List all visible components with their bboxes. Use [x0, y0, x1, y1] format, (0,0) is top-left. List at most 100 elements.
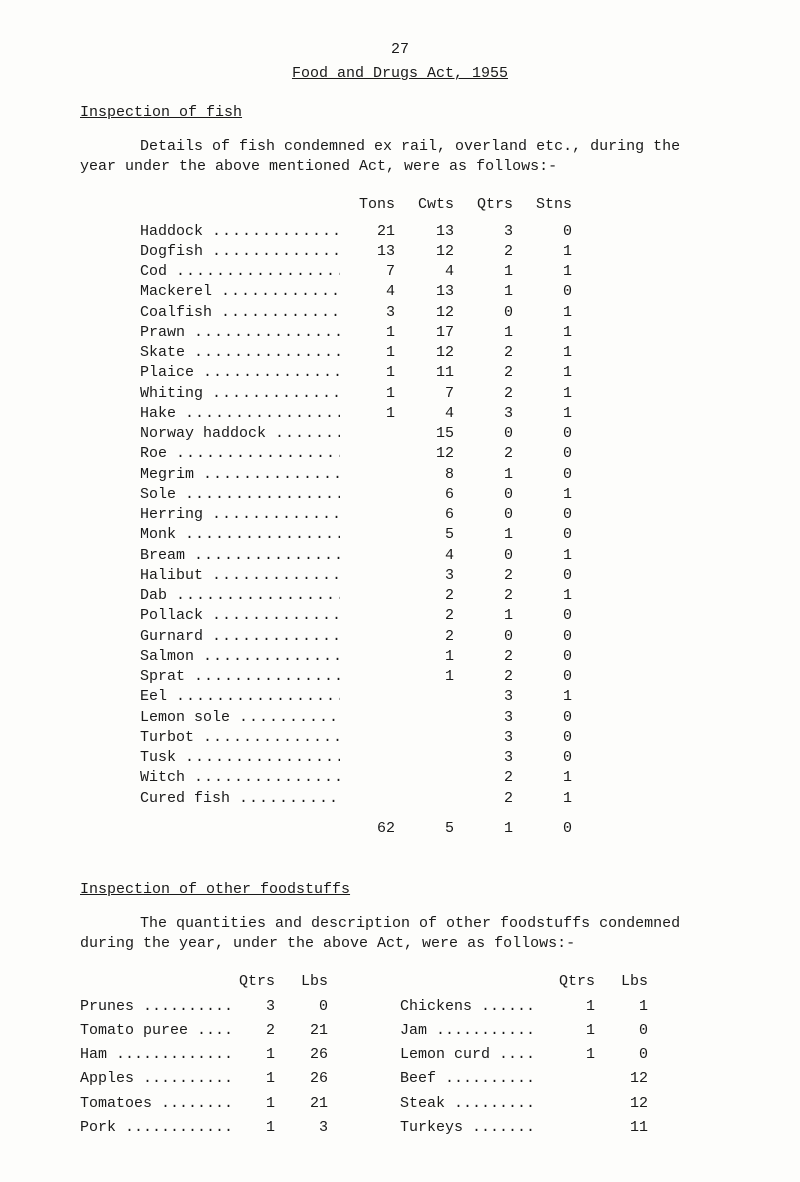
fish-stns: 0 — [517, 222, 576, 242]
other-right-lbs: 0 — [603, 1045, 656, 1065]
other-left-lbs: 0 — [283, 997, 336, 1017]
fish-tons: 3 — [340, 303, 399, 323]
fish-qtrs: 2 — [458, 566, 517, 586]
fish-qtrs: 3 — [458, 708, 517, 728]
fish-stns: 1 — [517, 242, 576, 262]
fish-cwts: 8 — [399, 465, 458, 485]
fish-qtrs: 3 — [458, 728, 517, 748]
fish-label: Salmon ................ — [140, 647, 340, 667]
fish-qtrs: 0 — [458, 627, 517, 647]
other-right-lbs: 12 — [603, 1069, 656, 1089]
other-row: Apples ..........126Beef ..........12 — [80, 1069, 720, 1089]
fish-qtrs: 2 — [458, 444, 517, 464]
fish-label: Tusk .................. — [140, 748, 340, 768]
fish-label: Prawn ................. — [140, 323, 340, 343]
fish-label: Dogfish ............... — [140, 242, 340, 262]
fish-label: Turbot ................ — [140, 728, 340, 748]
fish-tons: 21 — [340, 222, 399, 242]
other-right-qtrs: 1 — [550, 1045, 603, 1065]
fish-cwts: 12 — [399, 444, 458, 464]
fish-stns: 0 — [517, 647, 576, 667]
section1-paragraph: Details of fish condemned ex rail, overl… — [80, 137, 720, 178]
fish-cwts: 1 — [399, 667, 458, 687]
fish-qtrs: 2 — [458, 363, 517, 383]
fish-row: Cured fish ............21 — [140, 789, 720, 809]
fish-label: Halibut ............... — [140, 566, 340, 586]
fish-cwts: 6 — [399, 505, 458, 525]
fish-label: Whiting ............... — [140, 384, 340, 404]
fish-tons: 1 — [340, 343, 399, 363]
fish-qtrs: 1 — [458, 525, 517, 545]
section-heading-other: Inspection of other foodstuffs — [80, 880, 720, 900]
fish-qtrs: 2 — [458, 384, 517, 404]
fish-stns: 1 — [517, 303, 576, 323]
other-right-qtrs: 1 — [550, 1021, 603, 1041]
other-right-label: Beef .......... — [400, 1069, 550, 1089]
fish-label: Eel ................... — [140, 687, 340, 707]
other-left-lbs: 26 — [283, 1045, 336, 1065]
fish-cwts: 5 — [399, 525, 458, 545]
section-heading-fish: Inspection of fish — [80, 103, 720, 123]
fish-label: Plaice ................ — [140, 363, 340, 383]
fish-row: Dogfish ...............131221 — [140, 242, 720, 262]
fish-cwts: 2 — [399, 606, 458, 626]
fish-stns: 0 — [517, 728, 576, 748]
other-left-label: Apples .......... — [80, 1069, 230, 1089]
other-left-label: Pork ............ — [80, 1118, 230, 1138]
fish-row: Bream .................401 — [140, 546, 720, 566]
other-left-lbs: 21 — [283, 1021, 336, 1041]
fish-label: Cod ................... — [140, 262, 340, 282]
fish-stns: 1 — [517, 363, 576, 383]
other-left-label: Tomato puree .... — [80, 1021, 230, 1041]
fish-label: Skate ................. — [140, 343, 340, 363]
fish-qtrs: 2 — [458, 789, 517, 809]
act-title: Food and Drugs Act, 1955 — [80, 64, 720, 84]
fish-cwts: 15 — [399, 424, 458, 444]
fish-qtrs: 3 — [458, 687, 517, 707]
other-right-qtrs: 1 — [550, 997, 603, 1017]
fish-table: Tons Cwts Qtrs Stns Haddock ............… — [140, 195, 720, 839]
fish-qtrs: 1 — [458, 282, 517, 302]
fish-label: Herring ............... — [140, 505, 340, 525]
fish-row: Sprat .................120 — [140, 667, 720, 687]
other-right-lbs: 0 — [603, 1021, 656, 1041]
other-left-qtrs: 1 — [230, 1094, 283, 1114]
fish-stns: 0 — [517, 282, 576, 302]
fish-label: Sole .................. — [140, 485, 340, 505]
other-left-qtrs: 1 — [230, 1069, 283, 1089]
other-left-qtrs: 3 — [230, 997, 283, 1017]
fish-label: Haddock ............... — [140, 222, 340, 242]
fish-cwts: 13 — [399, 222, 458, 242]
fish-row: Prawn .................11711 — [140, 323, 720, 343]
fish-qtrs: 0 — [458, 424, 517, 444]
other-right-label: Lemon curd .... — [400, 1045, 550, 1065]
fish-tons: 7 — [340, 262, 399, 282]
fish-cwts: 11 — [399, 363, 458, 383]
fish-label: Lemon sole ............ — [140, 708, 340, 728]
other-right-label: Turkeys ....... — [400, 1118, 550, 1138]
fish-stns: 1 — [517, 323, 576, 343]
fish-row: Whiting ...............1721 — [140, 384, 720, 404]
fish-row: Eel ...................31 — [140, 687, 720, 707]
fish-qtrs: 2 — [458, 667, 517, 687]
fish-cwts: 3 — [399, 566, 458, 586]
fish-row: Hake ..................1431 — [140, 404, 720, 424]
total-tons: 62 — [340, 819, 399, 839]
fish-row: Tusk ..................30 — [140, 748, 720, 768]
fish-stns: 0 — [517, 627, 576, 647]
fish-stns: 1 — [517, 384, 576, 404]
fish-cwts: 12 — [399, 242, 458, 262]
right-col-lbs: Lbs — [603, 972, 656, 992]
other-right-qtrs — [550, 1118, 603, 1138]
other-right-label: Jam ........... — [400, 1021, 550, 1041]
fish-row: Witch .................21 — [140, 768, 720, 788]
other-right-qtrs — [550, 1069, 603, 1089]
fish-label: Witch ................. — [140, 768, 340, 788]
col-cwts: Cwts — [399, 195, 458, 215]
fish-qtrs: 3 — [458, 404, 517, 424]
other-left-lbs: 3 — [283, 1118, 336, 1138]
left-col-qtrs: Qtrs — [230, 972, 283, 992]
fish-label: Monk .................. — [140, 525, 340, 545]
total-qtrs: 1 — [458, 819, 517, 839]
fish-stns: 0 — [517, 424, 576, 444]
